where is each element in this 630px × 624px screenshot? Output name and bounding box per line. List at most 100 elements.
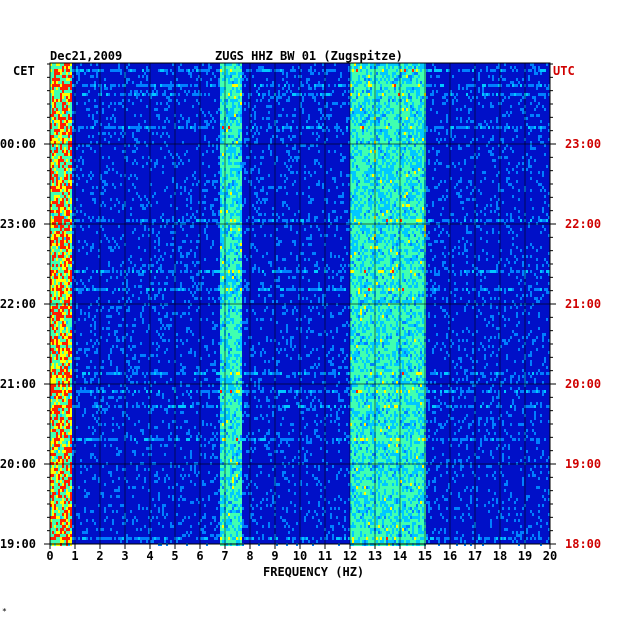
spectrogram-cell — [66, 150, 68, 153]
spectrogram-cell — [406, 186, 408, 189]
spectrogram-cell — [170, 99, 172, 102]
spectrogram-cell — [358, 90, 360, 93]
spectrogram-cell — [388, 195, 390, 198]
spectrogram-cell — [350, 75, 352, 78]
spectrogram-cell — [238, 129, 240, 132]
spectrogram-cell — [372, 117, 374, 120]
spectrogram-cell — [60, 177, 62, 180]
spectrogram-cell — [350, 201, 352, 204]
spectrogram-cell — [220, 216, 222, 219]
spectrogram-cell — [386, 99, 388, 102]
spectrogram-cell — [56, 174, 58, 177]
spectrogram-cell — [370, 108, 372, 111]
spectrogram-cell — [228, 141, 230, 144]
spectrogram-cell — [380, 171, 382, 174]
spectrogram-cell — [370, 195, 372, 198]
spectrogram-cell — [234, 168, 236, 171]
spectrogram-cell — [412, 105, 414, 108]
spectrogram-cell — [356, 168, 358, 171]
spectrogram-cell — [392, 204, 394, 207]
spectrogram-cell — [470, 219, 472, 222]
spectrogram-cell — [58, 204, 60, 207]
spectrogram-cell — [420, 177, 422, 180]
spectrogram-cell — [408, 141, 410, 144]
spectrogram-cell — [362, 117, 364, 120]
spectrogram-cell — [382, 141, 384, 144]
spectrogram-cell — [298, 75, 300, 78]
spectrogram-cell — [404, 168, 406, 171]
spectrogram-cell — [266, 69, 268, 72]
spectrogram-cell — [368, 132, 370, 135]
spectrogram-cell — [364, 138, 366, 141]
spectrogram-cell — [402, 132, 404, 135]
spectrogram-cell — [442, 84, 444, 87]
spectrogram-cell — [222, 216, 224, 219]
spectrogram-cell — [302, 108, 304, 111]
spectrogram-cell — [244, 108, 246, 111]
spectrogram-cell — [410, 123, 412, 126]
spectrogram-cell — [366, 171, 368, 174]
spectrogram-cell — [196, 99, 198, 102]
spectrogram-cell — [396, 156, 398, 159]
spectrogram-cell — [314, 63, 316, 66]
spectrogram-cell — [358, 144, 360, 147]
spectrogram-cell — [134, 114, 136, 117]
spectrogram-cell — [380, 174, 382, 177]
spectrogram-cell — [194, 93, 196, 96]
spectrogram-cell — [394, 120, 396, 123]
spectrogram-cell — [392, 171, 394, 174]
spectrogram-cell — [414, 78, 416, 81]
spectrogram-cell — [382, 219, 384, 222]
spectrogram-cell — [62, 123, 64, 126]
spectrogram-cell — [58, 165, 60, 168]
spectrogram-cell — [384, 201, 386, 204]
spectrogram-cell — [390, 108, 392, 111]
spectrogram-cell — [378, 105, 380, 108]
spectrogram-cell — [470, 192, 472, 195]
spectrogram-cell — [404, 207, 406, 210]
spectrogram-cell — [56, 186, 58, 189]
spectrogram-cell — [240, 111, 242, 114]
spectrogram-cell — [58, 171, 60, 174]
spectrogram-cell — [226, 159, 228, 162]
spectrogram-cell — [414, 180, 416, 183]
spectrogram-cell — [360, 93, 362, 96]
spectrogram-cell — [240, 93, 242, 96]
spectrogram-cell — [62, 192, 64, 195]
spectrogram-cell — [240, 78, 242, 81]
spectrogram-cell — [238, 141, 240, 144]
spectrogram-cell — [196, 69, 198, 72]
spectrogram-cell — [354, 96, 356, 99]
spectrogram-cell — [152, 141, 154, 144]
spectrogram-cell — [50, 87, 52, 90]
spectrogram-cell — [388, 210, 390, 213]
spectrogram-cell — [444, 219, 446, 222]
spectrogram-cell — [290, 138, 292, 141]
spectrogram-cell — [444, 180, 446, 183]
spectrogram-cell — [70, 204, 72, 207]
spectrogram-cell — [456, 192, 458, 195]
spectrogram-cell — [386, 63, 388, 66]
spectrogram-cell — [418, 78, 420, 81]
spectrogram-cell — [512, 81, 514, 84]
spectrogram-cell — [400, 120, 402, 123]
spectrogram-cell — [218, 69, 220, 72]
spectrogram-cell — [468, 126, 470, 129]
spectrogram-cell — [232, 195, 234, 198]
spectrogram-cell — [360, 153, 362, 156]
spectrogram-cell — [390, 174, 392, 177]
spectrogram-cell — [236, 129, 238, 132]
spectrogram-cell — [200, 126, 202, 129]
spectrogram-cell — [356, 213, 358, 216]
spectrogram-cell — [410, 186, 412, 189]
spectrogram-cell — [394, 132, 396, 135]
spectrogram-cell — [406, 78, 408, 81]
spectrogram-cell — [204, 219, 206, 222]
spectrogram-cell — [192, 69, 194, 72]
spectrogram-cell — [398, 177, 400, 180]
spectrogram-cell — [360, 174, 362, 177]
spectrogram-cell — [70, 96, 72, 99]
spectrogram-cell — [226, 183, 228, 186]
spectrogram-cell — [358, 165, 360, 168]
spectrogram-cell — [90, 84, 92, 87]
